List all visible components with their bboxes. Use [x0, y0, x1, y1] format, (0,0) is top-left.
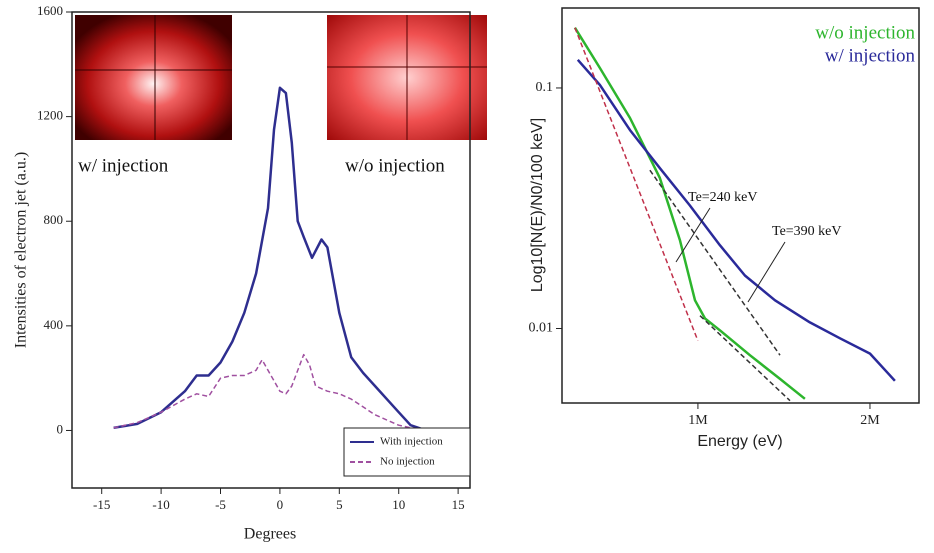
y-tick-label: 0.01: [529, 321, 554, 336]
series-line: [649, 169, 781, 356]
annotation: Te=390 keV: [772, 224, 842, 239]
legend-label: w/o injection: [815, 22, 915, 43]
series-line: [113, 86, 447, 432]
x-tick-label: 5: [336, 497, 343, 512]
series-line: [574, 27, 699, 341]
legend-label: No injection: [380, 456, 435, 468]
y-tick-label: 0.1: [536, 80, 554, 95]
y-tick-label: 1200: [37, 108, 63, 123]
x-axis-label: Energy (eV): [697, 433, 782, 450]
legend-box: [343, 427, 471, 477]
legend-label: w/ injection: [825, 45, 916, 66]
annotation-arrow: [747, 241, 786, 303]
x-tick-label: -5: [215, 497, 226, 512]
x-axis-label: Degrees: [244, 526, 296, 543]
series-line: [573, 27, 806, 400]
x-tick-label: 1M: [688, 413, 708, 428]
y-tick-label: 0: [57, 421, 64, 436]
annotation: Te=240 keV: [688, 190, 758, 205]
series-line: [113, 353, 447, 432]
y-axis-label: Intensities of electron jet (a.u.): [13, 152, 30, 348]
series-line: [699, 315, 791, 402]
annotation-arrow: [675, 207, 711, 263]
beam-image: [75, 15, 232, 140]
plot-frame: [561, 7, 920, 404]
series-line: [576, 58, 896, 382]
x-tick-label: -10: [152, 497, 169, 512]
x-tick-label: 15: [452, 497, 465, 512]
annotation: w/o injection: [345, 155, 445, 176]
y-axis-label: Log10[N(E)/N0/100 keV]: [529, 118, 546, 292]
x-tick-label: 2M: [860, 413, 880, 428]
y-tick-label: 400: [44, 317, 64, 332]
plot-frame: [71, 11, 471, 489]
x-tick-label: -15: [93, 497, 110, 512]
annotation: w/ injection: [78, 155, 169, 176]
x-tick-label: 0: [277, 497, 284, 512]
legend-label: With injection: [380, 436, 443, 448]
y-tick-label: 1600: [37, 3, 63, 18]
y-tick-label: 800: [44, 212, 64, 227]
x-tick-label: 10: [392, 497, 405, 512]
